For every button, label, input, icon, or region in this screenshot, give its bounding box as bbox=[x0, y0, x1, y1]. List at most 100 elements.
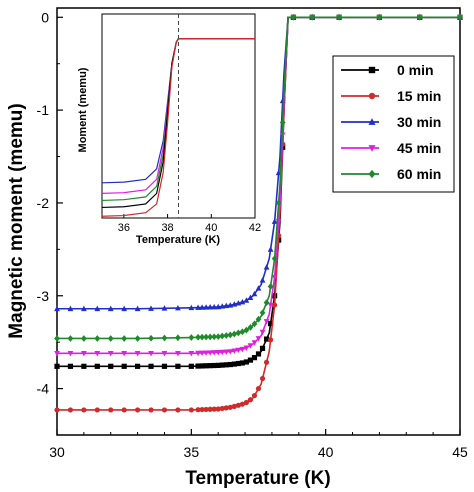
x-tick-label: 30 bbox=[49, 444, 65, 460]
data-point bbox=[121, 363, 127, 369]
data-point bbox=[199, 363, 205, 369]
data-point bbox=[219, 303, 226, 309]
data-point bbox=[211, 362, 217, 369]
data-point bbox=[231, 348, 238, 355]
data-point bbox=[108, 363, 114, 369]
data-point bbox=[243, 399, 250, 406]
legend-marker bbox=[368, 145, 376, 152]
data-point bbox=[161, 305, 168, 311]
data-point bbox=[457, 13, 463, 21]
legend-label: 45 min bbox=[397, 140, 441, 156]
data-point bbox=[67, 335, 74, 342]
data-point bbox=[215, 303, 222, 310]
data-point bbox=[223, 302, 230, 309]
data-point bbox=[67, 305, 74, 312]
data-point bbox=[255, 315, 262, 323]
data-point bbox=[215, 362, 221, 368]
data-point bbox=[271, 255, 278, 263]
data-point bbox=[243, 297, 250, 303]
data-point bbox=[203, 363, 209, 369]
data-point bbox=[267, 321, 274, 327]
legend-box bbox=[332, 55, 455, 193]
data-point bbox=[227, 361, 233, 368]
data-point bbox=[239, 360, 245, 366]
data-point bbox=[81, 350, 87, 357]
y-tick-label: -1 bbox=[37, 102, 50, 118]
data-point bbox=[175, 407, 181, 413]
data-point bbox=[251, 392, 258, 399]
data-point bbox=[267, 302, 274, 309]
data-point bbox=[188, 334, 195, 341]
data-point bbox=[223, 349, 230, 355]
inset-x-axis-title: Temperature (K) bbox=[136, 234, 220, 246]
data-point bbox=[94, 350, 101, 357]
inset-plot: 36 38 40 42 Temperature (K) Moment (memu) bbox=[77, 13, 261, 246]
data-point bbox=[263, 299, 270, 306]
data-point bbox=[271, 274, 278, 281]
data-point bbox=[243, 326, 250, 334]
data-point bbox=[251, 355, 258, 361]
legend-label: 0 min bbox=[397, 62, 434, 78]
data-point bbox=[195, 304, 201, 310]
main-y-axis-title: Magnetic moment (memu) bbox=[6, 103, 27, 338]
data-point bbox=[235, 329, 242, 337]
data-point bbox=[227, 349, 234, 355]
data-point bbox=[255, 336, 262, 342]
data-point bbox=[199, 333, 205, 341]
data-point bbox=[207, 333, 213, 341]
data-point bbox=[207, 363, 213, 369]
data-point bbox=[219, 332, 226, 340]
data-point bbox=[134, 305, 141, 312]
data-point bbox=[267, 246, 274, 252]
data-point bbox=[235, 402, 241, 408]
data-point bbox=[247, 397, 254, 403]
data-point bbox=[416, 13, 423, 21]
data-point bbox=[376, 13, 383, 21]
data-point bbox=[247, 343, 254, 349]
data-point bbox=[195, 363, 201, 369]
legend: 0 min 15 min 30 min 45 min 60 min bbox=[332, 55, 455, 193]
data-point bbox=[175, 350, 181, 357]
data-point bbox=[275, 199, 282, 207]
data-point bbox=[81, 335, 87, 342]
data-point bbox=[188, 363, 194, 369]
data-point bbox=[211, 406, 217, 412]
data-point bbox=[195, 350, 201, 357]
inset-axis-ticks: 36 38 40 42 bbox=[118, 214, 261, 234]
series-60-min bbox=[54, 13, 463, 342]
x-tick-label: 35 bbox=[184, 444, 200, 460]
data-point bbox=[81, 407, 87, 413]
data-point bbox=[215, 333, 222, 340]
data-point bbox=[188, 350, 195, 357]
data-point bbox=[223, 332, 230, 339]
legend-label: 60 min bbox=[397, 166, 441, 182]
data-point bbox=[263, 336, 270, 342]
data-point bbox=[203, 304, 209, 310]
data-point bbox=[188, 304, 195, 311]
data-point bbox=[259, 375, 266, 382]
data-point bbox=[81, 305, 87, 312]
data-point bbox=[54, 363, 60, 369]
data-point bbox=[259, 309, 266, 317]
inset-x-tick-label: 42 bbox=[249, 222, 261, 234]
y-tick-label: -2 bbox=[37, 195, 50, 211]
legend-label: 30 min bbox=[397, 114, 441, 130]
data-point bbox=[251, 290, 258, 297]
series-30-min bbox=[54, 14, 463, 312]
data-point bbox=[175, 334, 181, 342]
legend-marker bbox=[368, 169, 376, 179]
data-point bbox=[243, 359, 250, 365]
main-x-axis-title: Temperature (K) bbox=[185, 468, 330, 489]
data-point bbox=[219, 349, 226, 356]
y-tick-label: 0 bbox=[41, 9, 49, 25]
data-point bbox=[54, 305, 60, 312]
legend-marker bbox=[368, 66, 376, 74]
data-point bbox=[207, 406, 213, 412]
y-tick-label: -3 bbox=[37, 288, 50, 304]
data-point bbox=[67, 350, 74, 357]
data-point bbox=[148, 350, 154, 357]
data-point bbox=[227, 331, 234, 339]
data-point bbox=[267, 337, 274, 343]
data-point bbox=[272, 302, 278, 308]
data-point bbox=[251, 340, 258, 346]
